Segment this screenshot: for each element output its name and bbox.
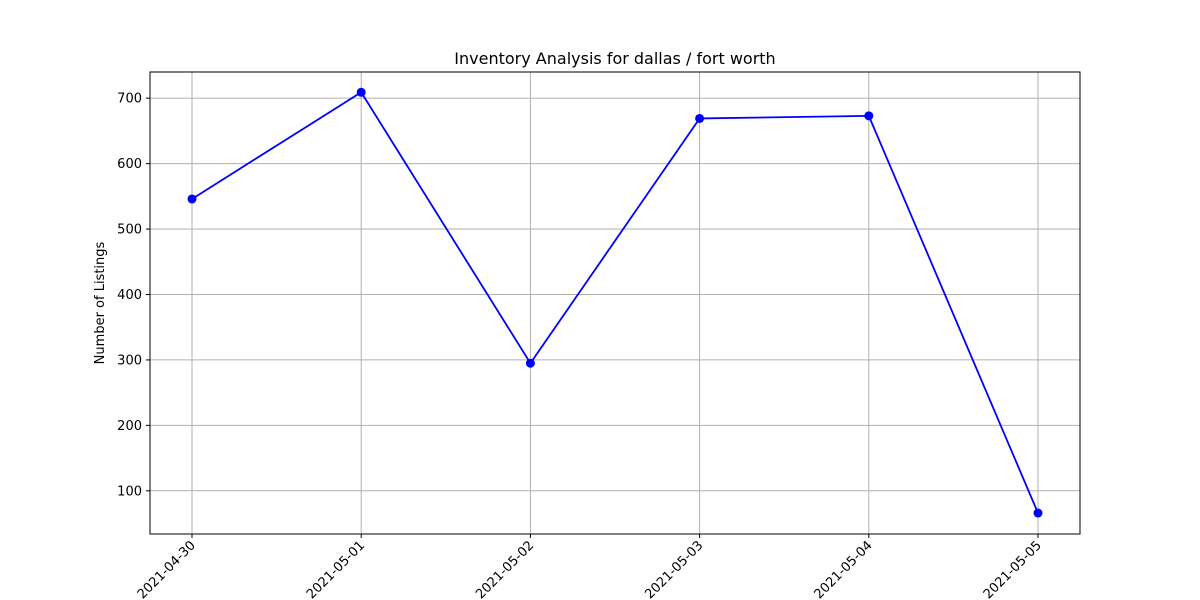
y-tick-label: 300 <box>117 353 142 368</box>
data-point <box>1033 508 1043 518</box>
y-tick-label: 600 <box>117 157 142 172</box>
data-point <box>864 111 874 121</box>
data-point <box>525 358 535 368</box>
chart-title: Inventory Analysis for dallas / fort wor… <box>454 49 775 68</box>
y-tick-label: 500 <box>117 223 142 238</box>
y-tick-label: 400 <box>117 288 142 303</box>
grid <box>150 72 1080 534</box>
plot-area-frame <box>149 71 1081 535</box>
y-tick-label: 100 <box>117 484 142 499</box>
data-point <box>187 194 197 204</box>
series <box>187 87 1043 518</box>
data-point <box>695 113 705 123</box>
y-axis-label: Number of Listings <box>93 241 108 364</box>
data-point <box>356 87 366 97</box>
series-line <box>191 91 1039 514</box>
y-tick-label: 700 <box>117 92 142 107</box>
y-tick-label: 200 <box>117 419 142 434</box>
